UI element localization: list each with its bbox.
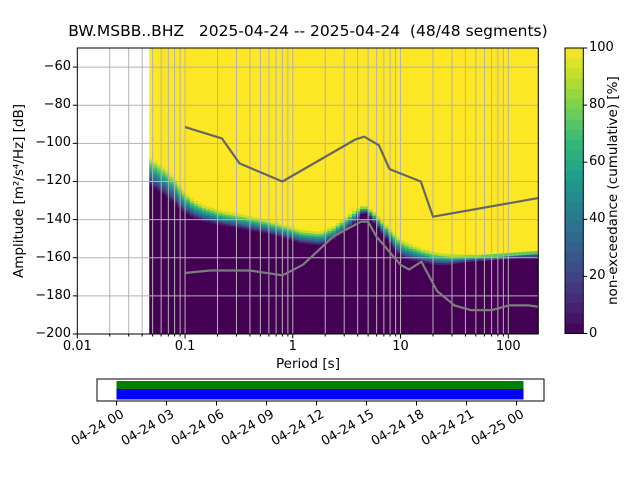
x-axis-label: Period [s] (276, 356, 340, 372)
y-tick-label: −120 (35, 173, 71, 189)
colorbar (564, 47, 588, 334)
x-tick-label: 0.1 (174, 339, 196, 354)
x-tick-label: 0.01 (62, 339, 92, 354)
colorbar-tick-label: 60 (589, 154, 606, 170)
grid-lines (77, 48, 539, 334)
colorbar-tick-label: 20 (589, 268, 606, 284)
y-tick-label: −100 (35, 135, 71, 151)
colorbar-label: non-exceedance (cumulative) [%] (605, 76, 621, 306)
colorbar-tick-label: 0 (589, 325, 598, 341)
y-tick-label: −180 (35, 287, 71, 303)
colorbar-tick-label: 80 (589, 97, 606, 113)
y-tick-label: −80 (43, 97, 71, 113)
nhnm-line (184, 126, 539, 218)
noise-model-lines (184, 126, 539, 312)
timeline-coverage-bar (96, 378, 545, 406)
x-tick-label: 10 (392, 339, 409, 354)
y-tick-label: −200 (35, 326, 71, 341)
y-tick-label: −60 (43, 59, 71, 75)
x-tick-label: 1 (288, 339, 297, 354)
colorbar-tick-label: 40 (589, 211, 606, 227)
axes-spines (76, 47, 539, 335)
nlnm-line (184, 220, 539, 312)
plot-title: BW.MSBB..BHZ 2025-04-24 -- 2025-04-24 (4… (68, 22, 548, 40)
y-tick-label: −140 (35, 211, 71, 227)
colorbar-tick-label: 100 (589, 40, 614, 55)
x-tick-label: 100 (495, 339, 521, 354)
y-tick-label: −160 (35, 249, 71, 265)
axis-tick-marks (72, 66, 509, 339)
